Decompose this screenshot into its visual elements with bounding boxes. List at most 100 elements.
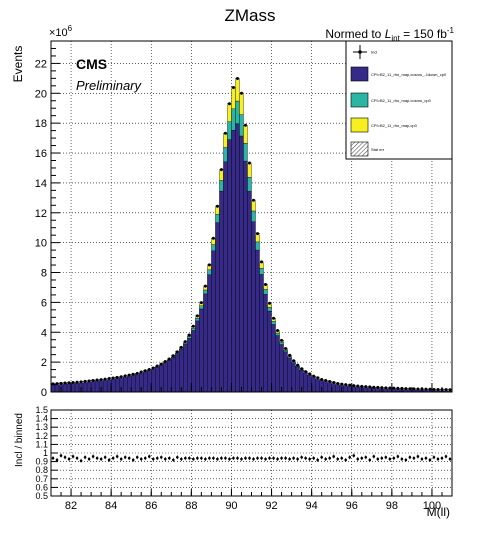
incl-point	[320, 378, 323, 381]
ratio-point	[332, 455, 335, 458]
ratio-point	[64, 456, 67, 459]
ratio-y-tick-label: 1.4	[35, 414, 48, 424]
ratio-point	[108, 459, 111, 462]
ratio-point	[272, 457, 275, 460]
ratio-point	[176, 456, 179, 459]
bar-segment	[272, 324, 276, 392]
bar-segment	[227, 122, 231, 140]
ratio-point	[252, 458, 255, 461]
ratio-point	[364, 456, 367, 459]
bar-segment	[288, 358, 292, 392]
bar-segment	[264, 289, 268, 294]
ratio-y-tick-label: 0.9	[35, 457, 48, 467]
incl-point	[84, 380, 87, 383]
ratio-point	[405, 459, 408, 462]
bar-segment	[63, 383, 67, 392]
ratio-y-tick-label: 1.5	[35, 405, 48, 415]
incl-point	[324, 379, 327, 382]
incl-point	[180, 346, 183, 349]
bar-segment	[260, 268, 264, 274]
ratio-point	[248, 457, 251, 460]
incl-point	[284, 347, 287, 350]
bar-segment	[292, 363, 296, 392]
incl-point	[240, 92, 243, 95]
y-tick-label: 20	[35, 88, 47, 100]
legend-label: CPI=B2_11_rho_map,cosmu_-1down_cp0	[371, 72, 447, 77]
bar-segment	[260, 274, 264, 392]
bar-segment	[91, 381, 95, 392]
bar-segment	[127, 375, 131, 392]
incl-point	[376, 386, 379, 389]
bar-segment	[187, 337, 191, 339]
ratio-point	[72, 455, 75, 458]
incl-point	[332, 381, 335, 384]
ratio-point	[168, 457, 171, 460]
bar-segment	[316, 379, 320, 392]
bar-segment	[247, 163, 251, 177]
x-tick-label: 88	[185, 500, 197, 512]
cms-label: CMS	[76, 56, 107, 72]
incl-point	[252, 199, 255, 202]
ratio-point	[180, 458, 183, 461]
incl-point	[372, 386, 375, 389]
ratio-point	[284, 457, 287, 460]
y-axis-label: Events	[11, 46, 25, 83]
bar-segment	[276, 336, 280, 392]
ratio-point	[344, 459, 347, 462]
legend-swatch	[351, 93, 368, 107]
incl-point	[80, 380, 83, 383]
ratio-point	[352, 454, 355, 457]
ratio-point	[224, 457, 227, 460]
legend-marker-point	[358, 50, 362, 54]
preliminary-label: Preliminary	[76, 78, 143, 93]
incl-point	[172, 354, 175, 357]
ratio-point	[244, 457, 247, 460]
incl-point	[144, 369, 147, 372]
incl-point	[448, 388, 451, 391]
bar-segment	[95, 380, 99, 392]
x-tick-label: 82	[65, 500, 77, 512]
ratio-point	[152, 458, 155, 461]
bar-segment	[272, 321, 276, 324]
bar-segment	[276, 333, 280, 336]
ratio-point	[429, 459, 432, 462]
x-tick-label: 86	[145, 500, 157, 512]
incl-point	[128, 374, 131, 377]
ratio-point	[389, 458, 392, 461]
x-tick-label: 90	[225, 500, 237, 512]
bar-segment	[328, 382, 332, 392]
y-tick-label: 6	[41, 297, 47, 309]
ratio-y-tick-label: 1	[43, 448, 48, 458]
ratio-point	[433, 456, 436, 459]
lumi-label: Normed to Lint = 150 fb-1	[325, 26, 454, 43]
bar-segment	[135, 374, 139, 392]
ratio-point	[204, 458, 207, 461]
ratio-point	[304, 457, 307, 460]
bar-segment	[183, 344, 187, 392]
ratio-point	[184, 457, 187, 460]
y-tick-label: 22	[35, 58, 47, 70]
bar-segment	[191, 328, 195, 330]
incl-point	[272, 317, 275, 320]
ratio-point	[425, 457, 428, 460]
incl-point	[348, 384, 351, 387]
x-tick-label: 84	[105, 500, 117, 512]
bar-segment	[147, 370, 151, 392]
incl-point	[192, 325, 195, 328]
ratio-point	[409, 456, 412, 459]
bar-segment	[223, 133, 227, 147]
incl-point	[300, 367, 303, 370]
incl-point	[312, 375, 315, 378]
y-tick-label: 16	[35, 148, 47, 160]
incl-point	[364, 385, 367, 388]
bar-segment	[332, 383, 336, 392]
x-tick-label: 94	[306, 500, 318, 512]
ratio-point	[100, 458, 103, 461]
incl-point	[196, 314, 199, 317]
ratio-point	[160, 456, 163, 459]
y-tick-label: 0	[41, 387, 47, 399]
ratio-point	[240, 458, 243, 461]
incl-point	[432, 388, 435, 391]
bar-segment	[280, 342, 284, 344]
bar-segment	[115, 378, 119, 392]
